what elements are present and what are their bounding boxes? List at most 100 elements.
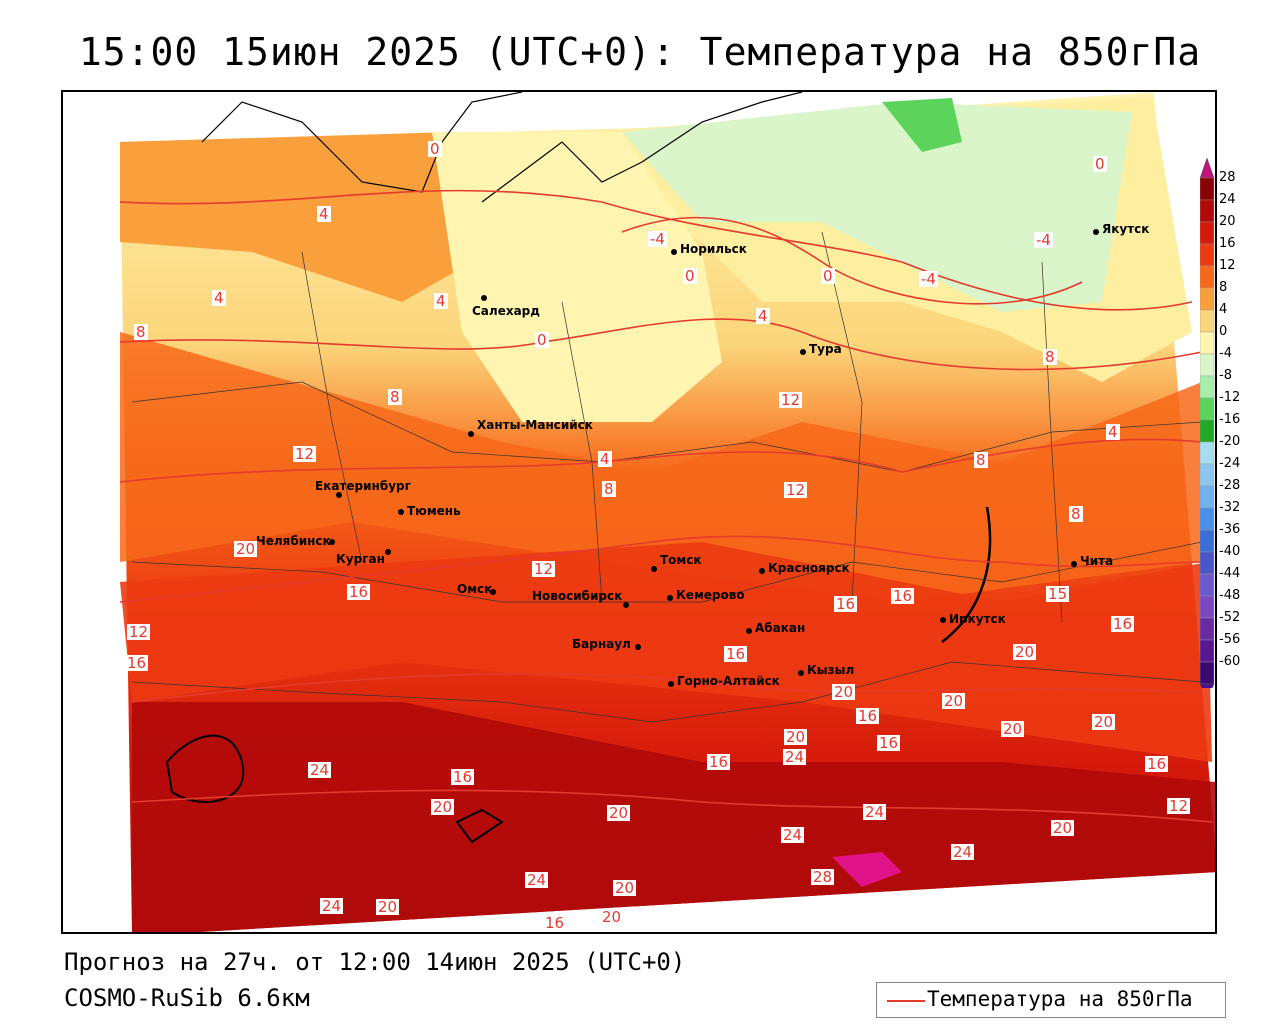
colorbar-swatch bbox=[1200, 353, 1215, 377]
colorbar-swatch bbox=[1200, 573, 1215, 597]
city-dot bbox=[398, 509, 404, 515]
isotherm-label: 16 bbox=[1111, 615, 1135, 633]
legend-label: Температура на 850гПа bbox=[927, 987, 1193, 1011]
colorbar-tick-label: -60 bbox=[1219, 654, 1241, 669]
cool-west bbox=[120, 132, 472, 302]
city-dot bbox=[651, 566, 657, 572]
isotherm-label: 16 bbox=[707, 753, 731, 771]
colorbar-tick-label: 12 bbox=[1219, 258, 1236, 273]
colorbar-tick-label: -36 bbox=[1219, 522, 1241, 537]
isotherm-label: 20 bbox=[942, 692, 966, 710]
isotherm-label: 15 bbox=[1046, 585, 1070, 603]
city-label: Екатеринбург bbox=[315, 479, 411, 493]
colorbar-tick-label: -8 bbox=[1219, 368, 1232, 383]
colorbar-tick-label: -32 bbox=[1219, 500, 1241, 515]
isotherm-label: 0 bbox=[428, 140, 442, 158]
isotherm-label: 24 bbox=[525, 871, 549, 889]
isotherm-label: -4 bbox=[648, 230, 667, 248]
colorbar-tick-label: -44 bbox=[1219, 566, 1241, 581]
colorbar-swatch bbox=[1200, 463, 1215, 487]
colorbar-swatch bbox=[1200, 177, 1215, 201]
isotherm-label: 0 bbox=[683, 267, 697, 285]
isotherm-label: 16 bbox=[1145, 755, 1169, 773]
map-title: 15:00 15июн 2025 (UTC+0): Температура на… bbox=[78, 30, 1202, 74]
colorbar-swatch bbox=[1200, 331, 1215, 355]
isotherm-label: 16 bbox=[877, 734, 901, 752]
isotherm-label: 16 bbox=[891, 587, 915, 605]
hottest-spot bbox=[832, 852, 902, 887]
map-legend: Температура на 850гПа bbox=[876, 982, 1226, 1018]
isotherm-label: 20 bbox=[431, 798, 455, 816]
city-dot bbox=[635, 644, 641, 650]
isotherm-label: 24 bbox=[783, 748, 807, 766]
colorbar-swatch bbox=[1200, 441, 1215, 465]
city-label: Горно-Алтайск bbox=[677, 674, 780, 688]
isotherm-label: 12 bbox=[293, 445, 317, 463]
colorbar-tick-label: -24 bbox=[1219, 456, 1241, 471]
colorbar-swatch bbox=[1200, 419, 1215, 443]
city-label: Челябинск bbox=[256, 534, 331, 548]
isotherm-label: 12 bbox=[127, 623, 151, 641]
colorbar-swatch bbox=[1200, 221, 1215, 245]
city-label: Чита bbox=[1080, 554, 1114, 568]
colorbar-swatch bbox=[1200, 485, 1215, 509]
isotherm-label: -4 bbox=[919, 270, 938, 288]
colorbar-tick-label: 0 bbox=[1219, 324, 1228, 339]
colorbar-top-arrow bbox=[1200, 158, 1215, 179]
warm-band bbox=[120, 542, 1212, 762]
city-label: Иркутск bbox=[949, 612, 1006, 626]
colorbar-swatch bbox=[1200, 287, 1215, 311]
model-info: COSMO-RuSib 6.6км bbox=[64, 984, 310, 1012]
colorbar-swatch bbox=[1200, 551, 1215, 575]
isotherm-label: 16 bbox=[856, 707, 880, 725]
temperature-colorbar bbox=[1200, 158, 1215, 688]
city-dot bbox=[798, 670, 804, 676]
city-dot bbox=[336, 492, 342, 498]
isotherm-label: -4 bbox=[1034, 231, 1053, 249]
city-label: Салехард bbox=[472, 304, 540, 318]
city-dot bbox=[1093, 229, 1099, 235]
isotherm-label: 4 bbox=[212, 289, 226, 307]
colorbar-swatch bbox=[1200, 375, 1215, 399]
colorbar-tick-label: 8 bbox=[1219, 280, 1228, 295]
temperature-map: 0 4 -4 0 0 -4 4 -4 4 0 0 8 4 8 12 8 4 4 8 8 12 8 12 20 16 12 16 16 1… bbox=[61, 90, 1217, 934]
isotherm-label: 16 bbox=[724, 645, 748, 663]
colorbar-tick-label: -28 bbox=[1219, 478, 1241, 493]
colorbar-tick-label: 24 bbox=[1219, 192, 1236, 207]
isotherm-label: 20 bbox=[607, 804, 631, 822]
colorbar-tick-label: -12 bbox=[1219, 390, 1241, 405]
isotherm-label: 20 bbox=[376, 898, 400, 916]
colorbar-swatch bbox=[1200, 199, 1215, 223]
city-label: Кемерово bbox=[676, 588, 745, 602]
colorbar-bottom-arrow bbox=[1200, 683, 1215, 688]
colorbar-tick-label: 16 bbox=[1219, 236, 1236, 251]
isotherm-label: 20 bbox=[1051, 819, 1075, 837]
colorbar-tick-label: -16 bbox=[1219, 412, 1241, 427]
city-label: Кызыл bbox=[807, 663, 855, 677]
isotherm-label: 4 bbox=[598, 450, 612, 468]
isotherm-label: 16 bbox=[451, 768, 475, 786]
isotherm-label: 20 bbox=[234, 540, 258, 558]
isotherm-label: 28 bbox=[811, 868, 835, 886]
city-dot bbox=[1071, 561, 1077, 567]
city-dot bbox=[746, 628, 752, 634]
mid-band bbox=[120, 332, 1202, 602]
city-label: Томск bbox=[660, 553, 702, 567]
isotherm-label: 24 bbox=[863, 803, 887, 821]
isotherm-label: 0 bbox=[821, 267, 835, 285]
isotherm-label: 4 bbox=[434, 292, 448, 310]
isotherm-label: 24 bbox=[320, 897, 344, 915]
colorbar-swatch bbox=[1200, 309, 1215, 333]
isotherm-label: 8 bbox=[388, 388, 402, 406]
temperature-field bbox=[119, 92, 1215, 932]
city-dot bbox=[481, 295, 487, 301]
colorbar-swatch bbox=[1200, 243, 1215, 267]
isotherm-label: 4 bbox=[317, 205, 331, 223]
legend-line-swatch bbox=[887, 1000, 925, 1002]
isotherm-label: 4 bbox=[1106, 423, 1120, 441]
isotherm-label: 8 bbox=[1043, 348, 1057, 366]
isotherm-label: 8 bbox=[974, 451, 988, 469]
colorbar-swatch bbox=[1200, 661, 1215, 685]
isotherm-label: 20 bbox=[784, 728, 808, 746]
city-label: Тюмень bbox=[407, 504, 461, 518]
